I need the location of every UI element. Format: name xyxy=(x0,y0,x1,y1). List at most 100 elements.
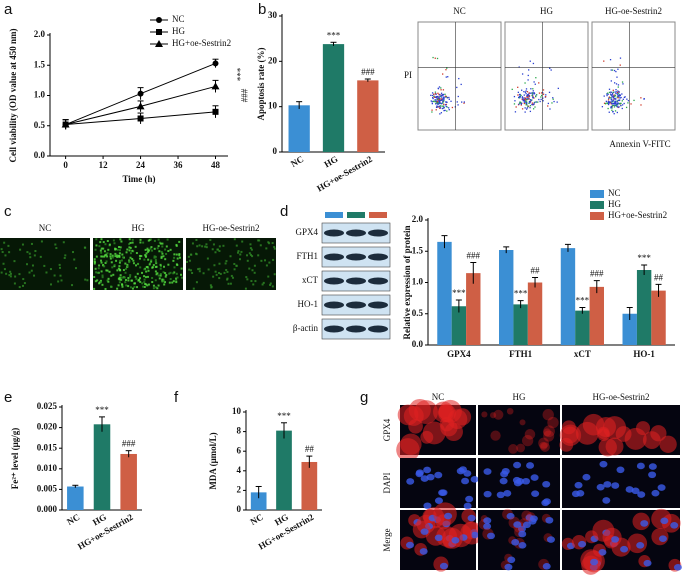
cell-signal xyxy=(118,265,121,268)
flow-event xyxy=(529,105,532,107)
flow-event xyxy=(640,104,642,106)
cell-signal xyxy=(117,267,120,270)
cell-signal xyxy=(229,282,232,285)
row-label: xCT xyxy=(302,275,319,285)
significance-label: *** xyxy=(95,405,109,415)
flow-plot xyxy=(591,21,676,131)
fluorescence-image xyxy=(562,458,680,508)
cell-signal xyxy=(231,276,234,279)
cell-signal xyxy=(160,250,163,253)
cell-signal xyxy=(159,265,162,268)
error-bar xyxy=(517,300,524,309)
cell-signal xyxy=(129,275,132,278)
cell-signal xyxy=(144,254,147,257)
flow-event xyxy=(527,74,529,77)
cell-signal xyxy=(99,279,102,282)
flow-event xyxy=(524,111,526,113)
cell-signal xyxy=(131,238,134,241)
cell-signal xyxy=(112,239,115,242)
flow-event xyxy=(520,103,522,105)
cell-signal xyxy=(116,254,119,257)
flow-event xyxy=(439,105,442,107)
cell-signal xyxy=(141,271,144,274)
significance-label: *** xyxy=(452,288,466,298)
red-signal xyxy=(539,441,548,450)
flow-event xyxy=(523,94,525,96)
cell-signal xyxy=(45,271,48,274)
cell-signal xyxy=(118,278,121,281)
cell-signal xyxy=(94,267,97,270)
nucleus xyxy=(611,482,620,489)
flow-event xyxy=(532,62,535,65)
panel-label: d xyxy=(280,203,288,220)
x-tick-label: 48 xyxy=(211,160,221,170)
cell-signal xyxy=(211,248,214,251)
cell-signal xyxy=(58,266,61,269)
flow-event xyxy=(604,103,607,105)
cell-signal xyxy=(143,268,146,271)
cell-signal xyxy=(118,276,121,279)
flow-event xyxy=(601,106,604,108)
flow-event xyxy=(611,69,614,71)
cell-signal xyxy=(142,285,145,288)
cell-signal xyxy=(212,275,215,278)
flow-event xyxy=(621,100,623,102)
cell-signal xyxy=(57,280,60,283)
nucleus xyxy=(590,558,599,566)
cell-signal xyxy=(165,252,168,255)
flow-event xyxy=(438,101,441,103)
cell-signal xyxy=(110,261,113,264)
bar xyxy=(527,282,543,345)
cell-signal xyxy=(95,255,98,258)
flow-event xyxy=(619,64,621,66)
nucleus xyxy=(423,502,432,510)
lane-key xyxy=(347,212,365,218)
significance-label: ## xyxy=(654,272,664,282)
cell-signal xyxy=(26,251,29,254)
cell-signal xyxy=(54,243,57,246)
flow-event xyxy=(621,107,623,110)
cell-signal xyxy=(122,256,125,259)
cell-signal xyxy=(105,260,108,263)
cell-signal xyxy=(152,287,155,290)
cell-signal xyxy=(104,287,107,290)
flow-event xyxy=(608,111,610,113)
flow-event xyxy=(528,98,530,100)
cell-signal xyxy=(113,264,116,267)
flow-event xyxy=(615,92,617,94)
cell-signal xyxy=(169,248,172,251)
cell-signal xyxy=(122,269,125,272)
cell-signal xyxy=(236,251,239,254)
blot-band xyxy=(368,229,388,237)
cell-signal xyxy=(164,272,167,275)
micrograph xyxy=(186,238,276,290)
cell-signal xyxy=(154,286,157,289)
cell-signal xyxy=(190,269,193,272)
cell-signal xyxy=(153,255,156,258)
flow-event xyxy=(550,69,552,71)
flow-event xyxy=(529,100,532,103)
cell-signal xyxy=(224,262,227,265)
flow-event xyxy=(614,100,616,102)
annotation: ### xyxy=(239,89,249,103)
cell-signal xyxy=(173,266,176,269)
cell-signal xyxy=(210,286,213,289)
cell-signal xyxy=(159,263,162,266)
cell-signal xyxy=(273,247,276,250)
cell-signal xyxy=(227,282,230,285)
flow-event xyxy=(529,99,532,101)
flow-event xyxy=(534,101,536,103)
cell-signal xyxy=(139,241,142,244)
flow-event xyxy=(524,91,527,93)
cell-signal xyxy=(95,244,98,247)
cell-signal xyxy=(257,254,260,257)
flow-event xyxy=(436,105,438,107)
cell-signal xyxy=(18,286,21,289)
flow-event xyxy=(439,113,441,115)
cell-signal xyxy=(99,249,102,252)
flow-event xyxy=(440,103,443,105)
cell-signal xyxy=(160,256,163,259)
cell-signal xyxy=(165,245,168,248)
cell-signal xyxy=(121,283,124,286)
flow-event xyxy=(532,95,534,97)
